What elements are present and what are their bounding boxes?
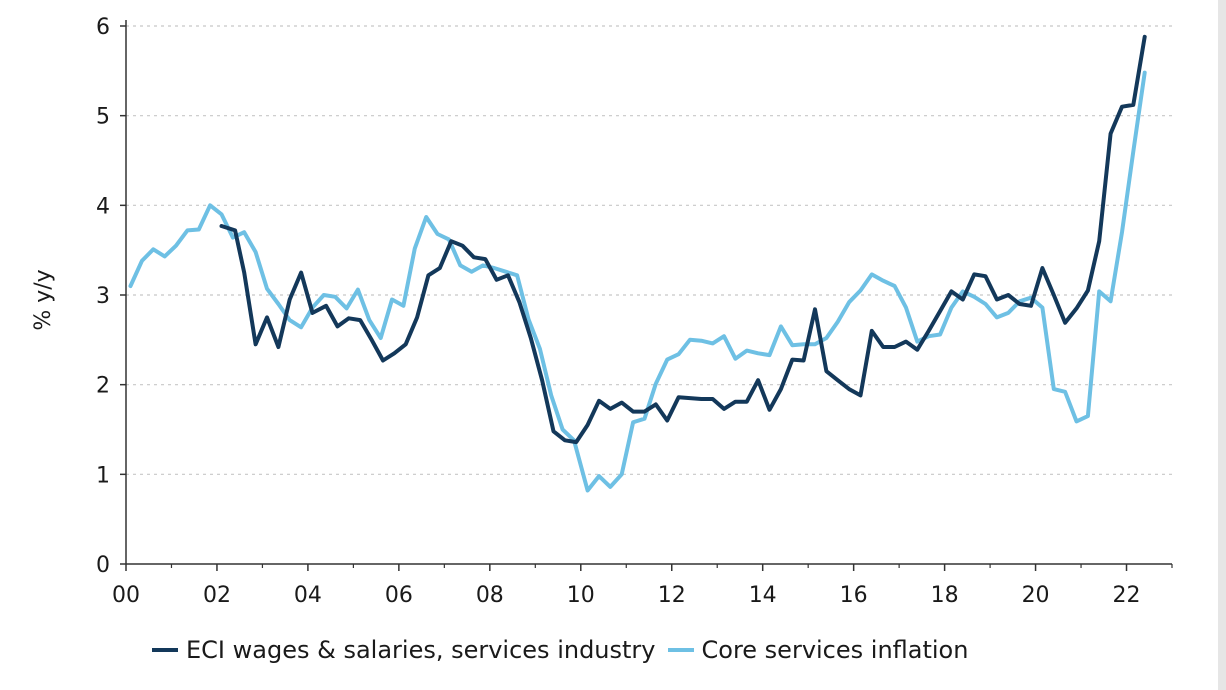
y-tick-label-2: 2 <box>96 374 110 399</box>
series-line-eci <box>219 34 1147 445</box>
y-tick-label-3: 3 <box>96 284 110 309</box>
y-tick-label-6: 6 <box>96 15 110 40</box>
x-tick-label-04: 04 <box>294 583 322 608</box>
legend-label-core-services: Core services inflation <box>701 636 969 664</box>
series-line-core-services <box>128 70 1147 493</box>
x-tick-label-12: 12 <box>658 583 686 608</box>
y-axis-title: % y/y <box>31 269 56 330</box>
y-tick-labels: 0 1 2 3 4 5 6 <box>96 15 110 578</box>
axes <box>120 20 1173 571</box>
legend-swatch-core-services <box>667 648 694 652</box>
y-tick-label-4: 4 <box>96 194 110 219</box>
x-tick-label-10: 10 <box>567 583 595 608</box>
x-tick-label-08: 08 <box>476 583 504 608</box>
x-tick-label-14: 14 <box>749 583 777 608</box>
x-tick-label-16: 16 <box>840 583 868 608</box>
y-tick-label-5: 5 <box>96 105 110 130</box>
x-tick-label-00: 00 <box>112 583 140 608</box>
x-tick-labels: 00 02 04 06 08 10 12 14 16 18 20 22 <box>112 583 1141 608</box>
window-edge <box>1218 0 1226 690</box>
x-tick-label-20: 20 <box>1022 583 1050 608</box>
x-tick-label-18: 18 <box>931 583 959 608</box>
x-tick-label-06: 06 <box>385 583 413 608</box>
x-tick-label-02: 02 <box>203 583 231 608</box>
legend: ECI wages & salaries, services industry … <box>152 636 980 664</box>
y-tick-label-1: 1 <box>96 463 110 488</box>
y-tick-label-0: 0 <box>96 553 110 578</box>
legend-swatch-eci <box>152 648 178 652</box>
legend-item-core-services: Core services inflation <box>667 636 969 664</box>
legend-label-eci: ECI wages & salaries, services industry <box>186 636 656 664</box>
legend-item-eci: ECI wages & salaries, services industry <box>152 636 656 664</box>
x-tick-label-22: 22 <box>1113 583 1141 608</box>
series-lines <box>128 34 1147 493</box>
